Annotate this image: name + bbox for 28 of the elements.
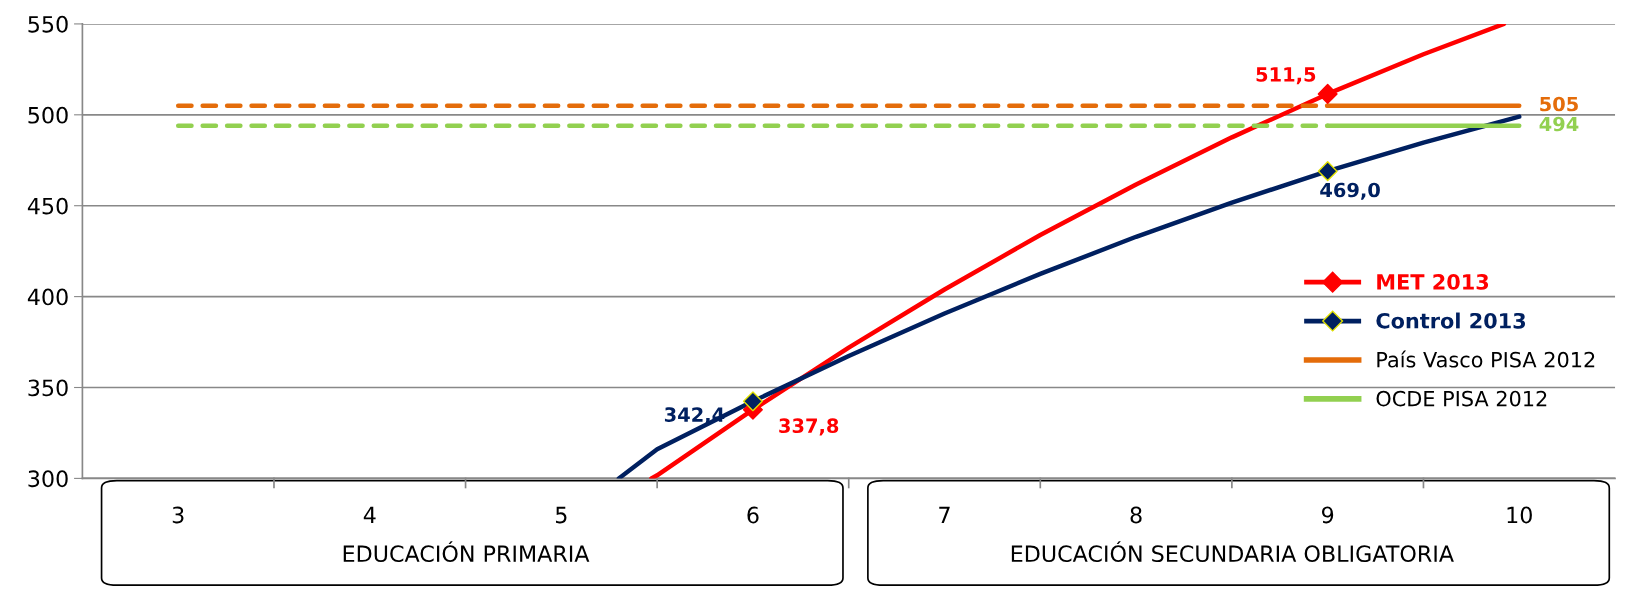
legend-label: MET 2013: [1377, 273, 1489, 290]
y-tick-label: 550: [28, 15, 68, 33]
data-label: 511,5: [1256, 67, 1316, 85]
data-label: 505: [1540, 96, 1578, 112]
point: [1317, 83, 1338, 104]
data-label: 337,8: [779, 418, 839, 436]
y-tick-label: 450: [27, 197, 68, 215]
x-tick-label: 4: [363, 506, 376, 524]
y-tick-label: 500: [28, 106, 68, 124]
data-label: 494: [1539, 116, 1579, 132]
point: [1317, 161, 1338, 182]
x-tick-label: 8: [1130, 506, 1142, 524]
data-label: 469,0: [1320, 182, 1380, 200]
text: EDUCACIÓN SECUNDARIA OBLIGATORIA: [1011, 541, 1454, 563]
text: EDUCACIÓN PRIMARIA: [343, 541, 590, 563]
x-tick-label: 6: [747, 506, 759, 524]
x-tick-label: 10: [1507, 506, 1532, 524]
x-tick-label: 3: [172, 506, 184, 524]
point: [742, 391, 763, 412]
x-tick-label: 7: [939, 506, 950, 524]
x-tick-label: 9: [1322, 506, 1334, 524]
legend-label: País Vasco PISA 2012: [1377, 350, 1595, 368]
x-tick-label: 5: [556, 506, 567, 524]
legend-label: OCDE PISA 2012: [1376, 390, 1547, 407]
y-tick-label: 400: [27, 288, 68, 306]
y-tick-label: 300: [28, 470, 68, 488]
legend-label: Control 2013: [1376, 312, 1526, 329]
y-tick-label: 350: [28, 379, 68, 397]
